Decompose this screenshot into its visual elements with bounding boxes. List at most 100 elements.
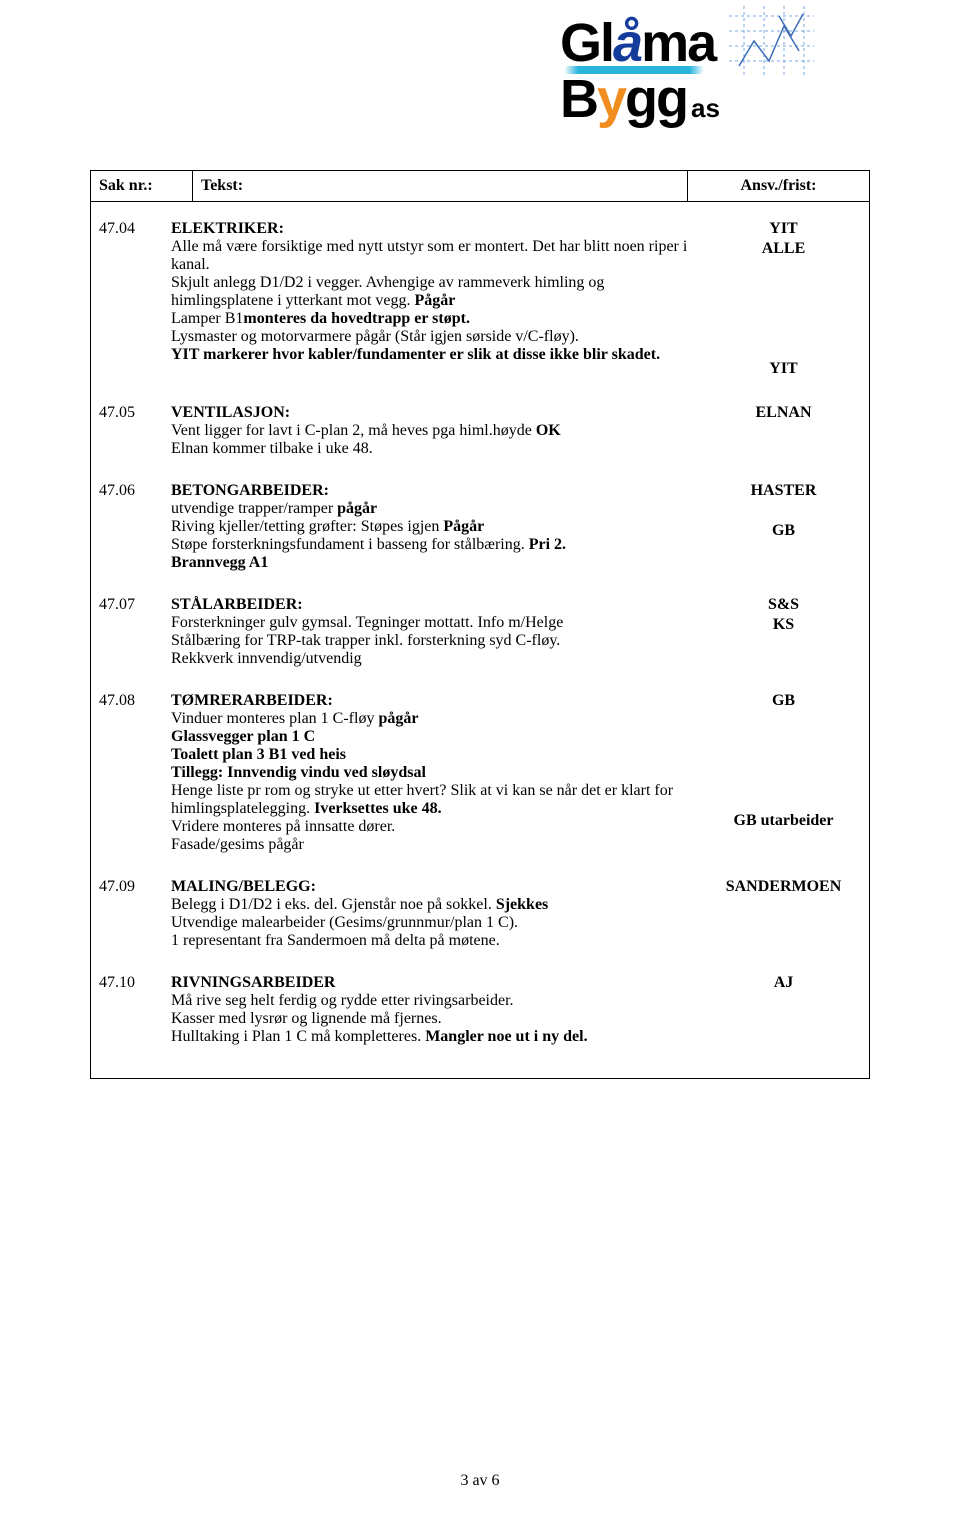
item-line: Vinduer monteres plan 1 C-fløy pågår — [171, 710, 694, 728]
item-text: TØMRERARBEIDER:Vinduer monteres plan 1 C… — [171, 692, 706, 854]
blueprint-icon — [729, 6, 814, 76]
item-title: VENTILASJON: — [171, 404, 694, 422]
ansv-value: SANDERMOEN — [706, 878, 861, 896]
item-line: Forsterkninger gulv gymsal. Tegninger mo… — [171, 614, 694, 632]
ansv-value: GB — [706, 692, 861, 710]
ansv-value — [706, 752, 861, 770]
item-line: Lysmaster og motorvarmere pågår (Står ig… — [171, 328, 694, 346]
item: 47.09MALING/BELEGG:Belegg i D1/D2 i eks.… — [99, 878, 861, 950]
ansv-value — [706, 712, 861, 730]
ansv-value: YIT — [706, 360, 861, 378]
page-footer: 3 av 6 — [0, 1472, 960, 1490]
item-nr: 47.07 — [99, 596, 171, 614]
ansv-value — [706, 320, 861, 338]
item-line: Glassvegger plan 1 C — [171, 728, 694, 746]
table-body-row: 47.04ELEKTRIKER:Alle må være forsiktige … — [91, 202, 870, 1079]
ansv-value — [706, 340, 861, 358]
items-container: 47.04ELEKTRIKER:Alle må være forsiktige … — [91, 202, 869, 1078]
item-ansv: AJ — [706, 974, 861, 994]
logo-text-pre: Gl — [560, 13, 613, 73]
item: 47.06BETONGARBEIDER:utvendige trapper/ra… — [99, 482, 861, 572]
item-line: utvendige trapper/ramper pågår — [171, 500, 694, 518]
ansv-value: ELNAN — [706, 404, 861, 422]
item-ansv: YIT ALLE YIT — [706, 220, 861, 380]
item-text: ELEKTRIKER:Alle må være forsiktige med n… — [171, 220, 706, 364]
item-line: Hulltaking i Plan 1 C må kompletteres. M… — [171, 1028, 694, 1046]
item-line: Alle må være forsiktige med nytt utstyr … — [171, 238, 694, 274]
item-ansv: HASTER GB — [706, 482, 861, 542]
item-line: Toalett plan 3 B1 ved heis — [171, 746, 694, 764]
logo-as: as — [691, 93, 720, 124]
item-nr: 47.08 — [99, 692, 171, 710]
item-title: TØMRERARBEIDER: — [171, 692, 694, 710]
item: 47.07STÅLARBEIDER:Forsterkninger gulv gy… — [99, 596, 861, 668]
ansv-value: GB — [706, 522, 861, 540]
item-title: STÅLARBEIDER: — [171, 596, 694, 614]
item-line: Belegg i D1/D2 i eks. del. Gjenstår noe … — [171, 896, 694, 914]
item-ansv: GB GB utarbeider — [706, 692, 861, 832]
item: 47.05VENTILASJON:Vent ligger for lavt i … — [99, 404, 861, 458]
item-ansv: S&S KS — [706, 596, 861, 636]
item-nr: 47.05 — [99, 404, 171, 422]
item-text: MALING/BELEGG:Belegg i D1/D2 i eks. del.… — [171, 878, 706, 950]
item-nr: 47.09 — [99, 878, 171, 896]
ansv-value — [706, 772, 861, 790]
ansv-value: ALLE — [706, 240, 861, 258]
item-ansv: ELNAN — [706, 404, 861, 424]
ansv-value: YIT — [706, 220, 861, 238]
header-ansv: Ansv./frist: — [688, 171, 870, 202]
ansv-value — [706, 260, 861, 278]
item-line: Må rive seg helt ferdig og rydde etter r… — [171, 992, 694, 1010]
logo-line-1: Glåma — [560, 10, 870, 76]
item-text: BETONGARBEIDER:utvendige trapper/ramper … — [171, 482, 706, 572]
ansv-value: GB utarbeider — [706, 812, 861, 830]
logo-bygg: Bygg — [560, 68, 687, 130]
ansv-value: KS — [706, 616, 861, 634]
item: 47.04ELEKTRIKER:Alle må være forsiktige … — [99, 220, 861, 380]
ansv-value — [706, 502, 861, 520]
page: Glåma Bygg as Sak nr.: — [0, 0, 960, 1522]
item-line: Kasser med lysrør og lignende må fjernes… — [171, 1010, 694, 1028]
item-ansv: SANDERMOEN — [706, 878, 861, 898]
item-title: BETONGARBEIDER: — [171, 482, 694, 500]
item-line: Tillegg: Innvendig vindu ved sløydsal — [171, 764, 694, 782]
item: 47.08TØMRERARBEIDER:Vinduer monteres pla… — [99, 692, 861, 854]
ansv-value — [706, 792, 861, 810]
item-line: Rekkverk innvendig/utvendig — [171, 650, 694, 668]
header-sak: Sak nr.: — [91, 171, 193, 202]
logo-text-post: ma — [641, 13, 715, 73]
ansv-value: S&S — [706, 596, 861, 614]
table-header-row: Sak nr.: Tekst: Ansv./frist: — [91, 171, 870, 202]
logo-line-2: Bygg as — [560, 68, 870, 130]
item-nr: 47.04 — [99, 220, 171, 238]
ansv-value — [706, 732, 861, 750]
ansv-value — [706, 300, 861, 318]
item-text: RIVNINGSARBEIDERMå rive seg helt ferdig … — [171, 974, 706, 1046]
item-title: ELEKTRIKER: — [171, 220, 694, 238]
item-line: Fasade/gesims pågår — [171, 836, 694, 854]
logo: Glåma Bygg as — [560, 10, 870, 130]
item-text: VENTILASJON:Vent ligger for lavt i C-pla… — [171, 404, 706, 458]
header-tekst: Tekst: — [193, 171, 688, 202]
ansv-value — [706, 280, 861, 298]
item-nr: 47.10 — [99, 974, 171, 992]
item-line: Støpe forsterkningsfundament i basseng f… — [171, 536, 694, 554]
item-text: STÅLARBEIDER:Forsterkninger gulv gymsal.… — [171, 596, 706, 668]
item-title: MALING/BELEGG: — [171, 878, 694, 896]
ansv-value: AJ — [706, 974, 861, 992]
item: 47.10RIVNINGSARBEIDERMå rive seg helt fe… — [99, 974, 861, 1046]
item-line: 1 representant fra Sandermoen må delta p… — [171, 932, 694, 950]
main-table: Sak nr.: Tekst: Ansv./frist: 47.04ELEKTR… — [90, 170, 870, 1079]
item-line: Elnan kommer tilbake i uke 48. — [171, 440, 694, 458]
item-nr: 47.06 — [99, 482, 171, 500]
item-line: Vent ligger for lavt i C-plan 2, må heve… — [171, 422, 694, 440]
logo-text-accent: å — [613, 13, 641, 73]
item-line: Vridere monteres på innsatte dører. — [171, 818, 694, 836]
item-line: YIT markerer hvor kabler/fundamenter er … — [171, 346, 694, 364]
item-line: Stålbæring for TRP-tak trapper inkl. for… — [171, 632, 694, 650]
item-line: Skjult anlegg D1/D2 i vegger. Avhengige … — [171, 274, 694, 310]
item-title: RIVNINGSARBEIDER — [171, 974, 694, 992]
ansv-value: HASTER — [706, 482, 861, 500]
item-line: Lamper B1monteres da hovedtrapp er støpt… — [171, 310, 694, 328]
item-line: Henge liste pr rom og stryke ut etter hv… — [171, 782, 694, 818]
